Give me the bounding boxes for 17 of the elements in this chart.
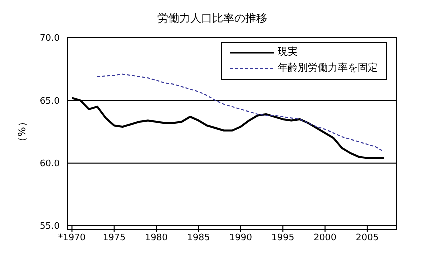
chart-title: 労働力人口比率の推移: [156, 11, 268, 27]
y-tick-label: 55.0: [40, 222, 60, 232]
x-tick-label: 1980: [145, 233, 168, 244]
x-tick-label: 1995: [272, 233, 295, 244]
x-tick-label: 1985: [187, 233, 210, 244]
y-tick-label: 60.0: [40, 160, 60, 170]
x-tick-label: 2005: [356, 233, 379, 244]
y-tick-label: 70.0: [40, 34, 60, 44]
x-tick-label: 1990: [229, 233, 253, 244]
line-series: [97, 74, 385, 153]
y-axis-title: （%）: [18, 117, 29, 147]
x-tick-label: *1970: [58, 233, 86, 244]
legend-label: 現実: [278, 46, 298, 60]
y-tick-label: 65.0: [40, 96, 60, 107]
x-tick-label: 2000: [314, 233, 338, 244]
legend-label: 年齢別労働力率を固定: [278, 62, 378, 76]
x-tick-label: 1975: [102, 233, 126, 244]
